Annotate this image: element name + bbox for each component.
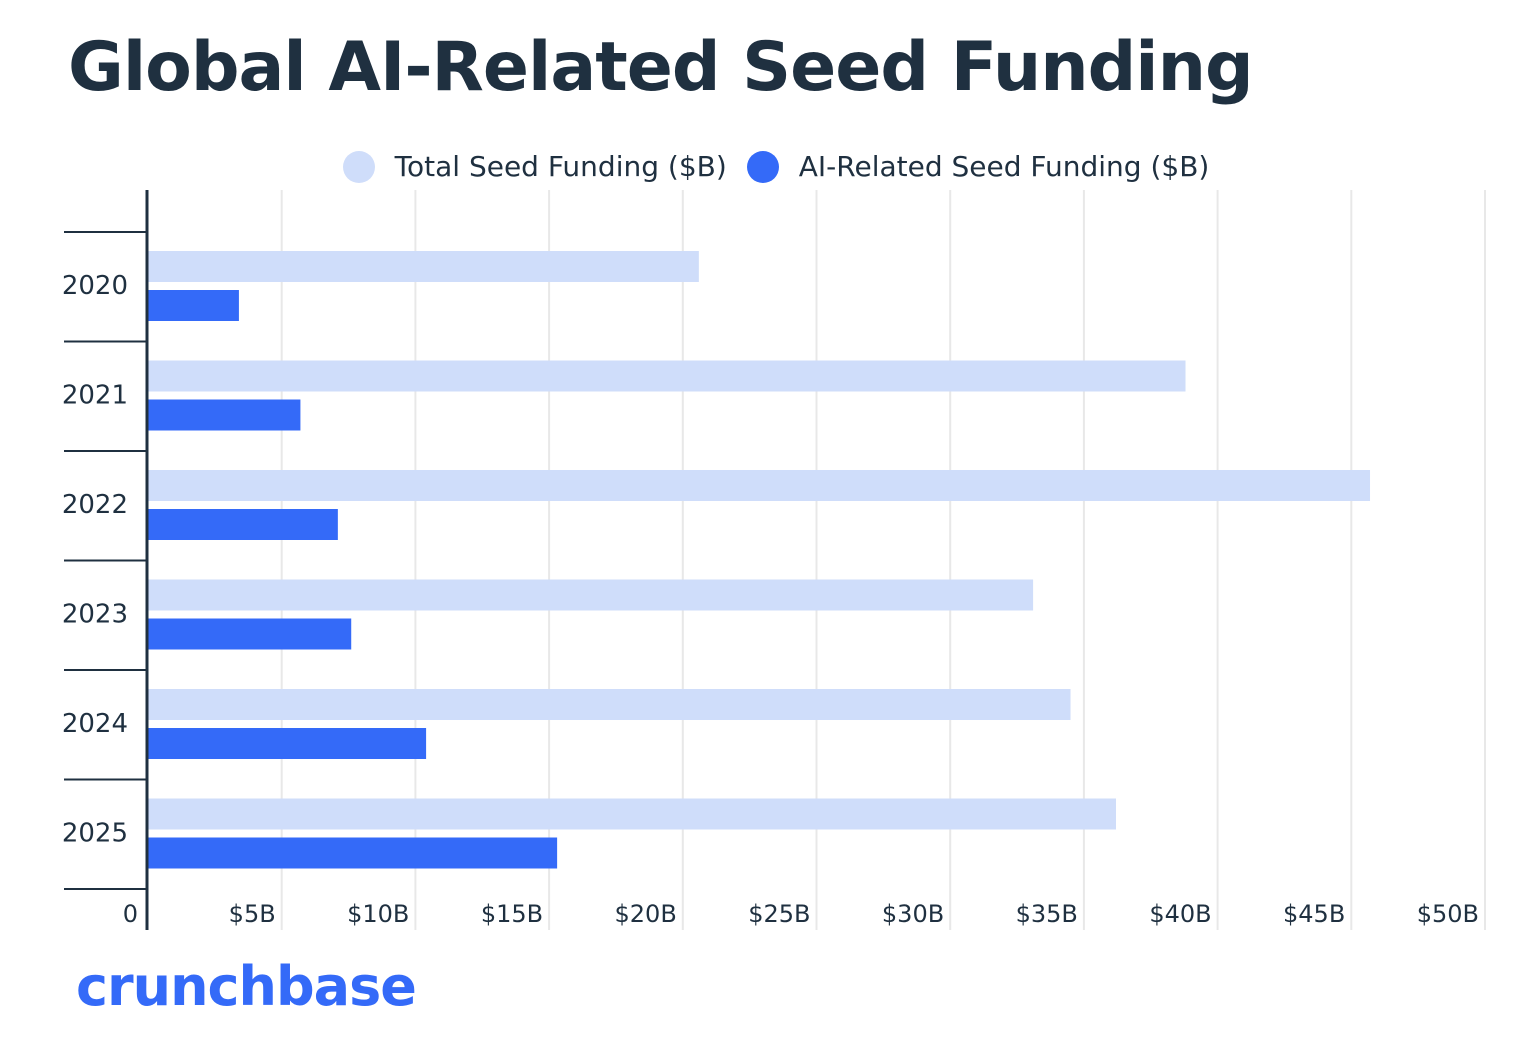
bar-total-2023: [148, 579, 1034, 611]
bar-ai-2024: [148, 728, 427, 759]
y-tick-label: 2021: [62, 381, 128, 411]
x-tick-label: $25B: [748, 900, 810, 928]
x-tick-label: $15B: [481, 900, 543, 928]
bar-total-2024: [148, 689, 1071, 720]
x-tick-label: 0: [123, 900, 138, 928]
y-tick-label: 2025: [62, 819, 128, 849]
x-tick-label: $10B: [347, 900, 409, 928]
x-tick-label: $40B: [1149, 900, 1211, 928]
bar-ai-2022: [148, 509, 338, 540]
bar-total-2022: [148, 470, 1371, 501]
x-tick-label: $50B: [1417, 900, 1479, 928]
legend-marker-total: [342, 150, 375, 183]
x-tick-label: $45B: [1283, 900, 1345, 928]
y-tick-label: 2023: [62, 600, 128, 630]
x-tick-label: $30B: [882, 900, 944, 928]
bar-ai-2020: [148, 290, 239, 321]
bar-ai-2025: [148, 837, 558, 869]
y-tick-label: 2022: [62, 490, 128, 520]
legend-item-total: Total Seed Funding ($B): [342, 150, 727, 183]
x-tick-label: $35B: [1016, 900, 1078, 928]
legend-marker-ai: [746, 150, 779, 183]
legend-label-total: Total Seed Funding ($B): [394, 150, 727, 183]
legend-item-ai: AI-Related Seed Funding ($B): [746, 150, 1210, 183]
y-tick-label: 2020: [62, 271, 128, 301]
bar-total-2025: [148, 798, 1116, 830]
bar-ai-2021: [148, 399, 301, 431]
bar-ai-2023: [148, 618, 352, 650]
bar-total-2021: [148, 360, 1186, 392]
bar-total-2020: [148, 251, 699, 282]
chart-title: Global AI-Related Seed Funding: [68, 28, 1254, 107]
crunchbase-logo: crunchbase: [76, 955, 417, 1018]
x-tick-label: $20B: [615, 900, 677, 928]
x-tick-label: $5B: [229, 900, 276, 928]
y-tick-label: 2024: [62, 709, 128, 739]
legend-label-ai: AI-Related Seed Funding ($B): [798, 150, 1210, 183]
legend: Total Seed Funding ($B) AI-Related Seed …: [0, 150, 1522, 183]
